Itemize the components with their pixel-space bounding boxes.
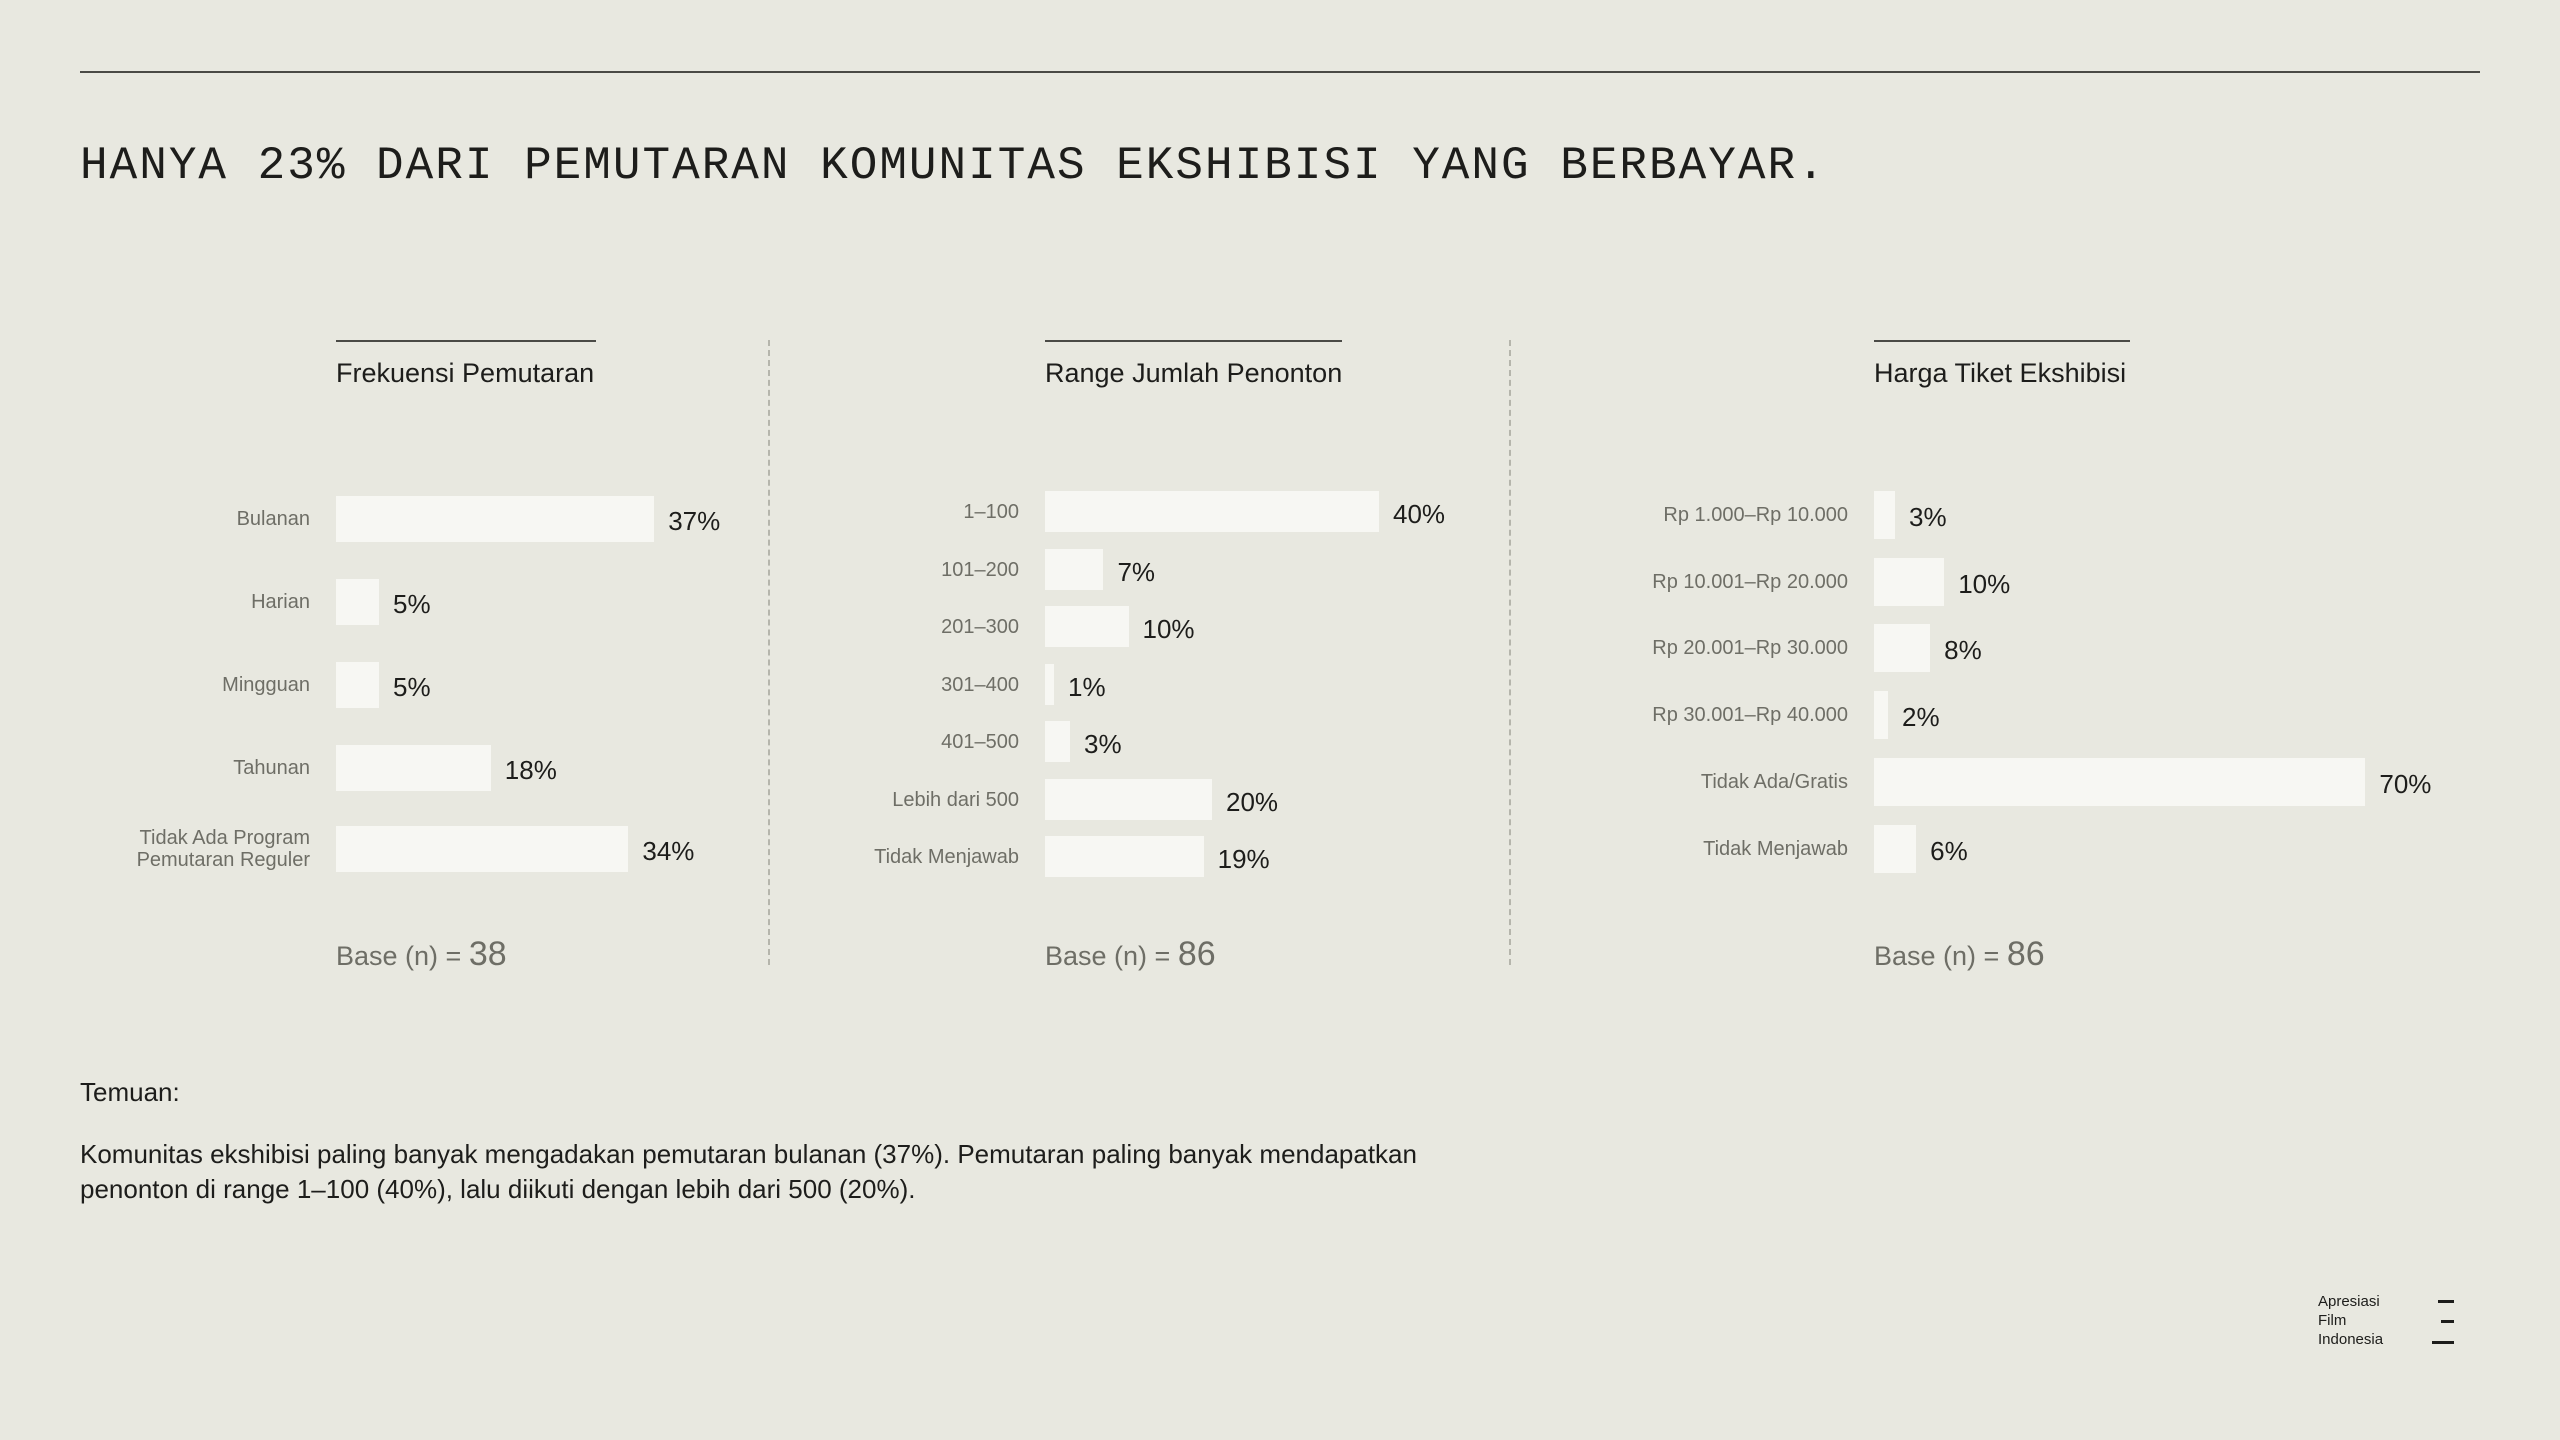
category-label: 1–100 <box>963 500 1019 523</box>
base-n-label: Base (n) = 38 <box>336 935 507 974</box>
bar-value-label: 70% <box>2379 769 2432 799</box>
bar-chart-1: Frekuensi Pemutaran Bulanan 37% Harian 5% Min… <box>80 340 780 980</box>
base-n-label: Base (n) = 86 <box>1874 935 2045 974</box>
bar-value-label: 5% <box>393 589 431 619</box>
base-n-label: Base (n) = 86 <box>1045 935 1216 974</box>
bar-value-label: 40% <box>1393 498 1446 529</box>
bar-chart-3: Harga Tiket Ekshibisi Rp 1.000–Rp 10.000 3… <box>1620 340 2431 980</box>
category-label: 101–200 <box>941 558 1019 581</box>
bar-value-label: 37% <box>668 506 721 536</box>
chart-title: Harga Tiket Ekshibisi <box>1874 358 2127 388</box>
chart-title: Frekuensi Pemutaran <box>336 358 595 388</box>
category-label: 401–500 <box>941 730 1019 753</box>
bar <box>336 745 491 791</box>
category-label: Bulanan <box>236 508 310 530</box>
bar-value-label: 7% <box>1117 556 1156 587</box>
bar <box>1045 836 1204 877</box>
category-label: 201–300 <box>941 615 1019 638</box>
chart-title: Range Jumlah Penonton <box>1045 358 1343 388</box>
brand-logo: Apresiasi Film Indonesia <box>2318 1292 2458 1352</box>
bar <box>336 579 379 625</box>
base-n-value: 86 <box>1177 935 1216 973</box>
bar-value-label: 10% <box>1958 569 2011 599</box>
category-label: Tidak Ada/Gratis <box>1700 771 1848 793</box>
bar-value-label: 1% <box>1068 671 1106 702</box>
bar-value-label: 6% <box>1930 836 1968 866</box>
bar <box>336 662 379 708</box>
bar <box>1874 558 1945 606</box>
category-label: Rp 30.001–Rp 40.000 <box>1652 704 1848 726</box>
findings-heading: Temuan: <box>80 1077 180 1107</box>
bar-chart-2: Range Jumlah Penonton 1–100 40% 101–200 7% 20… <box>820 340 1520 980</box>
bar-value-label: 19% <box>1217 843 1270 874</box>
category-label: Rp 20.001–Rp 30.000 <box>1652 637 1848 659</box>
logo-mark-icon <box>2430 1300 2454 1346</box>
bar-value-label: 5% <box>393 672 431 702</box>
chart-title-rule <box>336 340 596 342</box>
bar-value-label: 8% <box>1944 635 1982 665</box>
bar <box>1045 721 1071 762</box>
bar-value-label: 3% <box>1084 728 1122 759</box>
base-n-value: 86 <box>2006 935 2045 973</box>
base-label-text: Base (n) = <box>1874 941 2007 971</box>
logo-text: Apresiasi Film Indonesia <box>2318 1292 2383 1349</box>
category-label: Tidak Ada Program Pemutaran Reguler <box>136 827 310 871</box>
bar-value-label: 10% <box>1142 613 1195 644</box>
logo-line-2: Film <box>2318 1312 2347 1329</box>
base-n-value: 38 <box>468 935 507 973</box>
category-label: Harian <box>251 591 310 613</box>
bar-value-label: 20% <box>1226 786 1279 817</box>
category-label: Rp 10.001–Rp 20.000 <box>1652 571 1848 593</box>
category-label: Tidak Menjawab <box>1703 838 1848 860</box>
bar <box>336 496 655 542</box>
bar <box>1874 825 1917 873</box>
category-label: Lebih dari 500 <box>892 788 1019 811</box>
bar-value-label: 34% <box>642 836 695 866</box>
bar <box>1874 691 1889 739</box>
bar <box>1874 624 1931 672</box>
bar <box>1874 491 1896 539</box>
category-label: Rp 1.000–Rp 10.000 <box>1663 504 1848 526</box>
bar <box>1045 606 1129 647</box>
bar-value-label: 3% <box>1909 502 1947 532</box>
category-label: Tidak Menjawab <box>874 845 1019 868</box>
bar <box>336 826 629 872</box>
base-label-text: Base (n) = <box>336 941 469 971</box>
chart-divider-2 <box>1509 340 1511 965</box>
top-rule <box>80 71 2480 73</box>
bar <box>1874 758 2366 806</box>
category-label: Tahunan <box>233 757 310 779</box>
base-label-text: Base (n) = <box>1045 941 1178 971</box>
chart-divider-1 <box>768 340 770 965</box>
chart-title-rule <box>1045 340 1342 342</box>
category-label: 301–400 <box>941 673 1019 696</box>
bar <box>1045 664 1054 705</box>
logo-line-3: Indonesia <box>2318 1331 2384 1348</box>
logo-line-1: Apresiasi <box>2318 1293 2380 1310</box>
chart-title-rule <box>1874 340 2130 342</box>
bar-value-label: 2% <box>1902 702 1940 732</box>
findings-text: Komunitas ekshibisi paling banyak mengad… <box>80 1139 1417 1204</box>
bar-value-label: 18% <box>504 755 557 785</box>
category-label: Mingguan <box>222 674 310 696</box>
bar <box>1045 491 1379 532</box>
bar <box>1045 549 1104 590</box>
bar <box>1045 779 1212 820</box>
page-headline: HANYA 23% DARI PEMUTARAN KOMUNITAS EKSHI… <box>80 140 1827 192</box>
